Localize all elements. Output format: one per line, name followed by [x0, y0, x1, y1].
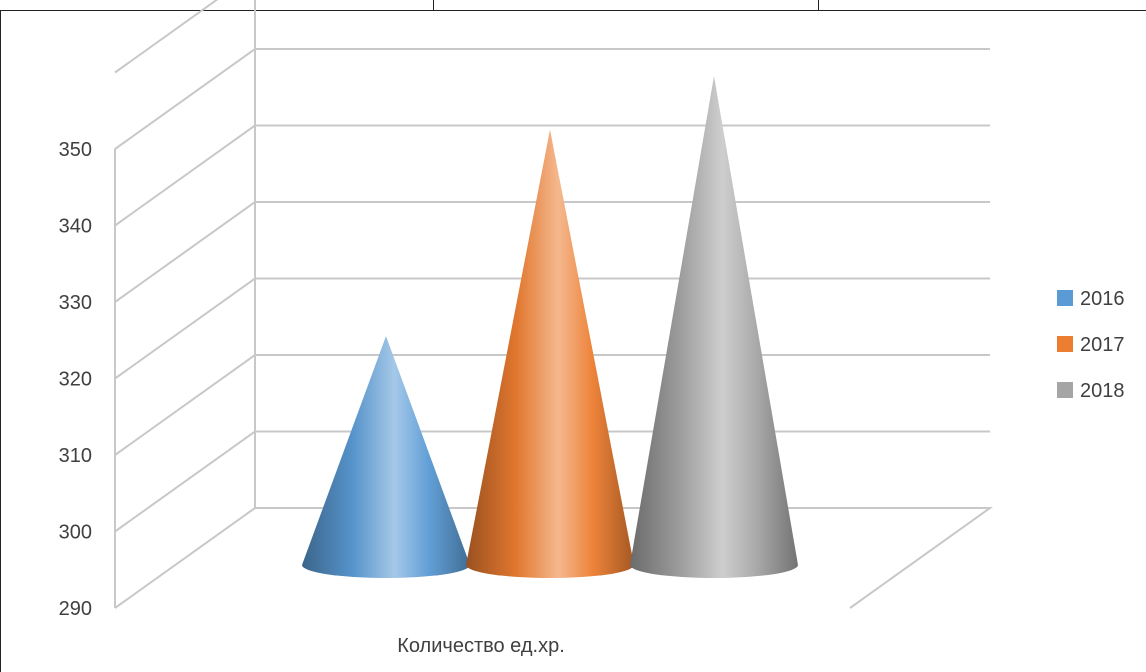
chart-legend: 2016 2017 2018 — [1057, 288, 1125, 402]
table-cell-divider — [433, 0, 434, 10]
y-tick-label: 310 — [59, 445, 92, 467]
y-tick-label: 350 — [59, 139, 92, 161]
cone-body-2016 — [302, 336, 470, 578]
y-tick-label: 330 — [59, 292, 92, 314]
legend-swatch-2016 — [1057, 290, 1073, 306]
y-tick-label: 300 — [59, 522, 92, 544]
legend-label-2016: 2016 — [1080, 288, 1125, 310]
cone-2018 — [630, 76, 798, 579]
gridline — [114, 0, 219, 74]
legend-label-2017: 2017 — [1080, 334, 1125, 356]
legend-swatch-2017 — [1057, 336, 1073, 352]
cone-series — [302, 76, 798, 579]
y-tick-label: 340 — [59, 216, 92, 238]
y-tick-label: 320 — [59, 369, 92, 391]
table-cell-divider — [818, 0, 819, 10]
legend-label-2018: 2018 — [1080, 380, 1125, 402]
y-tick-label: 290 — [59, 598, 92, 620]
cone-2017 — [466, 129, 634, 578]
legend-swatch-2018 — [1057, 382, 1073, 398]
gridline — [114, 48, 990, 150]
y-axis-ticks: 290 300 310 320 330 340 350 — [59, 139, 92, 620]
chart-frame-left — [0, 10, 1, 672]
table-border-line — [0, 10, 1146, 11]
cone-2016 — [302, 336, 470, 578]
table-border-top — [0, 0, 1146, 11]
x-category-label: Количество ед.хр. — [397, 635, 565, 657]
cone-body-2017 — [466, 129, 634, 578]
cone-body-2018 — [630, 76, 798, 579]
